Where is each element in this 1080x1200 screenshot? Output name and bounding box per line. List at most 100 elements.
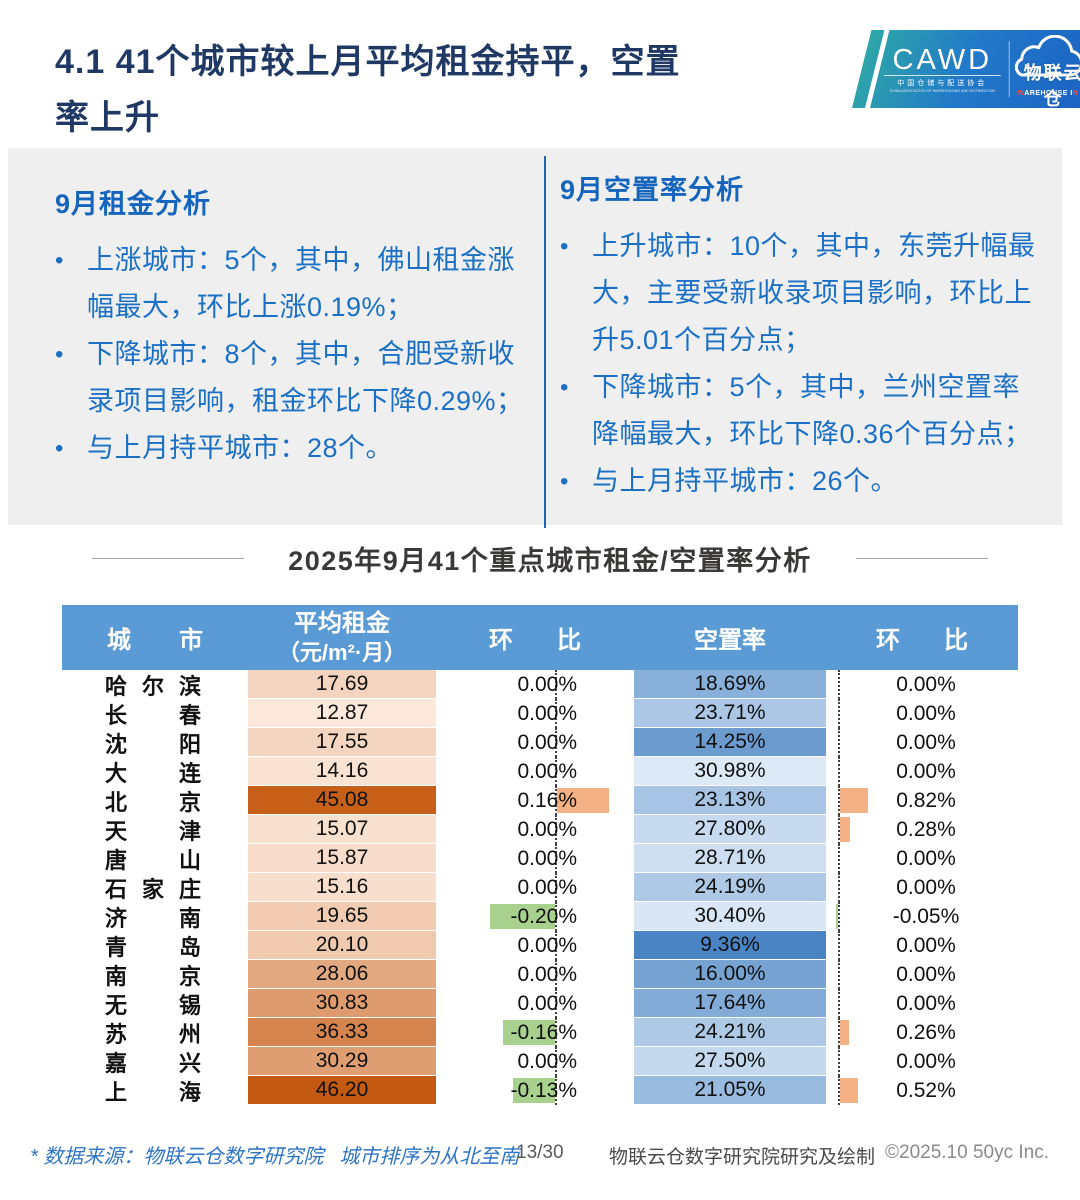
- zero-axis-dashed-line: [838, 989, 840, 1018]
- city-cell: 大连: [62, 757, 248, 786]
- cawd-logo-english: CHINA ASSOCIATION OF WAREHOUSING AND DIS…: [889, 88, 995, 93]
- negative-bar: [490, 904, 555, 929]
- zero-axis-dashed-line: [555, 960, 557, 989]
- mom-value: 0.00%: [517, 934, 577, 957]
- zero-axis-dashed-line: [838, 931, 840, 960]
- mom-cell: 0.00%: [436, 844, 634, 873]
- city-name: 南京: [105, 963, 201, 989]
- mom-cell: 0.00%: [826, 960, 1018, 989]
- vacancy-value-cell: 14.25%: [634, 728, 826, 757]
- table-body: 哈尔滨 17.69 0.00% 18.69% 0.00% 长春 12.87 0.00% 23.7…: [62, 670, 1018, 1105]
- table-row: 天津 15.07 0.00% 27.80% 0.28%: [62, 815, 1018, 844]
- rent-value-cell: 17.55: [248, 728, 436, 757]
- mom-value: 0.00%: [517, 1050, 577, 1073]
- cawd-logo-chinese: 中国仓储与配送协会: [883, 75, 1001, 88]
- zero-axis-dashed-line: [555, 1018, 557, 1047]
- analysis-bullet: • 与上月持平城市：28个。: [55, 425, 530, 472]
- zero-axis-dashed-line: [555, 873, 557, 902]
- vacancy-value-cell: 9.36%: [634, 931, 826, 960]
- vacancy-analysis-section: 9月空置率分析 • 上升城市：10个，其中，东莞升幅最大，主要受新收录项目影响，环…: [560, 168, 1042, 505]
- mom-value: 0.00%: [896, 760, 956, 783]
- zero-axis-dashed-line: [555, 728, 557, 757]
- mom-value: 0.00%: [517, 876, 577, 899]
- rent-header-unit: （元/m²·月）: [277, 639, 407, 665]
- vacancy-value-cell: 18.69%: [634, 670, 826, 699]
- city-cell: 北京: [62, 786, 248, 815]
- mom-value: 0.00%: [517, 731, 577, 754]
- city-cell: 无锡: [62, 989, 248, 1018]
- city-name: 济南: [105, 905, 201, 931]
- vacancy-analysis-bullets: • 上升城市：10个，其中，东莞升幅最大，主要受新收录项目影响，环比上升5.01个…: [560, 223, 1042, 505]
- mom-cell: 0.00%: [436, 815, 634, 844]
- city-cell: 天津: [62, 815, 248, 844]
- column-header-vacancy: 空置率: [694, 627, 766, 654]
- city-cell: 青岛: [62, 931, 248, 960]
- city-name: 大连: [105, 760, 201, 786]
- panel-divider-line: [544, 156, 546, 528]
- mom-cell: 0.00%: [826, 989, 1018, 1018]
- mom-value: 0.00%: [517, 847, 577, 870]
- cawd-logo: CAWD 中国仓储与配送协会 CHINA ASSOCIATION OF WARE…: [883, 44, 1001, 93]
- mom-value: 0.82%: [896, 789, 956, 812]
- mom-value: 0.00%: [517, 963, 577, 986]
- rent-value-cell: 36.33: [248, 1018, 436, 1047]
- city-cell: 石家庄: [62, 873, 248, 902]
- page-title-line2: 率上升: [55, 99, 160, 137]
- analysis-bullet: • 上涨城市：5个，其中，佛山租金涨幅最大，环比上涨0.19%；: [55, 237, 530, 331]
- analysis-bullet: • 下降城市：8个，其中，合肥受新收录项目影响，租金环比下降0.29%；: [55, 331, 530, 425]
- analysis-bullet: • 下降城市：5个，其中，兰州空置率降幅最大，环比下降0.36个百分点；: [560, 364, 1042, 458]
- order-note-text: 城市排序为从北至南: [339, 1146, 520, 1168]
- city-name: 沈阳: [105, 731, 201, 757]
- mom-value: 0.00%: [896, 963, 956, 986]
- vacancy-value-cell: 24.21%: [634, 1018, 826, 1047]
- page-title: 4.1 41个城市较上月平均租金持平，空置 率上升: [55, 34, 855, 146]
- table-row: 无锡 30.83 0.00% 17.64% 0.00%: [62, 989, 1018, 1018]
- zero-axis-dashed-line: [555, 1047, 557, 1076]
- zero-axis-dashed-line: [838, 757, 840, 786]
- negative-bar: [512, 1078, 555, 1103]
- mom-cell: 0.00%: [436, 873, 634, 902]
- mom-cell: -0.13%: [436, 1076, 634, 1105]
- mom-cell: -0.05%: [826, 902, 1018, 931]
- mom-cell: 0.26%: [826, 1018, 1018, 1047]
- bullet-dot-icon: •: [560, 468, 569, 495]
- mom-cell: 0.00%: [826, 873, 1018, 902]
- mom-cell: 0.00%: [826, 844, 1018, 873]
- mom-value: 0.00%: [896, 1050, 956, 1073]
- bullet-dot-icon: •: [55, 435, 64, 462]
- mom-value: 0.00%: [517, 760, 577, 783]
- table-row: 哈尔滨 17.69 0.00% 18.69% 0.00%: [62, 670, 1018, 699]
- table-row: 苏州 36.33 -0.16% 24.21% 0.26%: [62, 1018, 1018, 1047]
- bullet-text: 与上月持平城市：28个。: [87, 433, 394, 463]
- negative-bar: [503, 1020, 555, 1045]
- zero-axis-dashed-line: [838, 728, 840, 757]
- mom-cell: 0.52%: [826, 1076, 1018, 1105]
- mom-cell: 0.00%: [436, 699, 634, 728]
- mom-value: 0.28%: [896, 818, 956, 841]
- city-name: 北京: [105, 789, 201, 815]
- rent-value-cell: 15.87: [248, 844, 436, 873]
- analysis-bullet: • 上升城市：10个，其中，东莞升幅最大，主要受新收录项目影响，环比上升5.01个…: [560, 223, 1042, 364]
- mom-value: 0.26%: [896, 1021, 956, 1044]
- mom-cell: 0.28%: [826, 815, 1018, 844]
- zero-axis-dashed-line: [838, 902, 840, 931]
- positive-bar: [840, 817, 850, 842]
- rent-analysis-heading: 9月租金分析: [55, 189, 212, 219]
- rent-value-cell: 15.16: [248, 873, 436, 902]
- mom-value: 0.16%: [517, 789, 577, 812]
- city-cell: 哈尔滨: [62, 670, 248, 699]
- zero-axis-dashed-line: [838, 699, 840, 728]
- city-name: 哈尔滨: [105, 673, 201, 699]
- column-header-rent: 平均租金 （元/m²·月）: [248, 609, 436, 667]
- zero-axis-dashed-line: [838, 1018, 840, 1047]
- city-cell: 济南: [62, 902, 248, 931]
- rent-value-cell: 14.16: [248, 757, 436, 786]
- zero-axis-dashed-line: [838, 670, 840, 699]
- zero-axis-dashed-line: [555, 786, 557, 815]
- mom-cell: 0.00%: [436, 989, 634, 1018]
- copyright-text: ©2025.10 50yc Inc.: [885, 1142, 1049, 1163]
- bullet-dot-icon: •: [55, 341, 64, 368]
- city-name: 苏州: [105, 1021, 201, 1047]
- page-number: 13/30: [516, 1142, 564, 1163]
- city-cell: 嘉兴: [62, 1047, 248, 1076]
